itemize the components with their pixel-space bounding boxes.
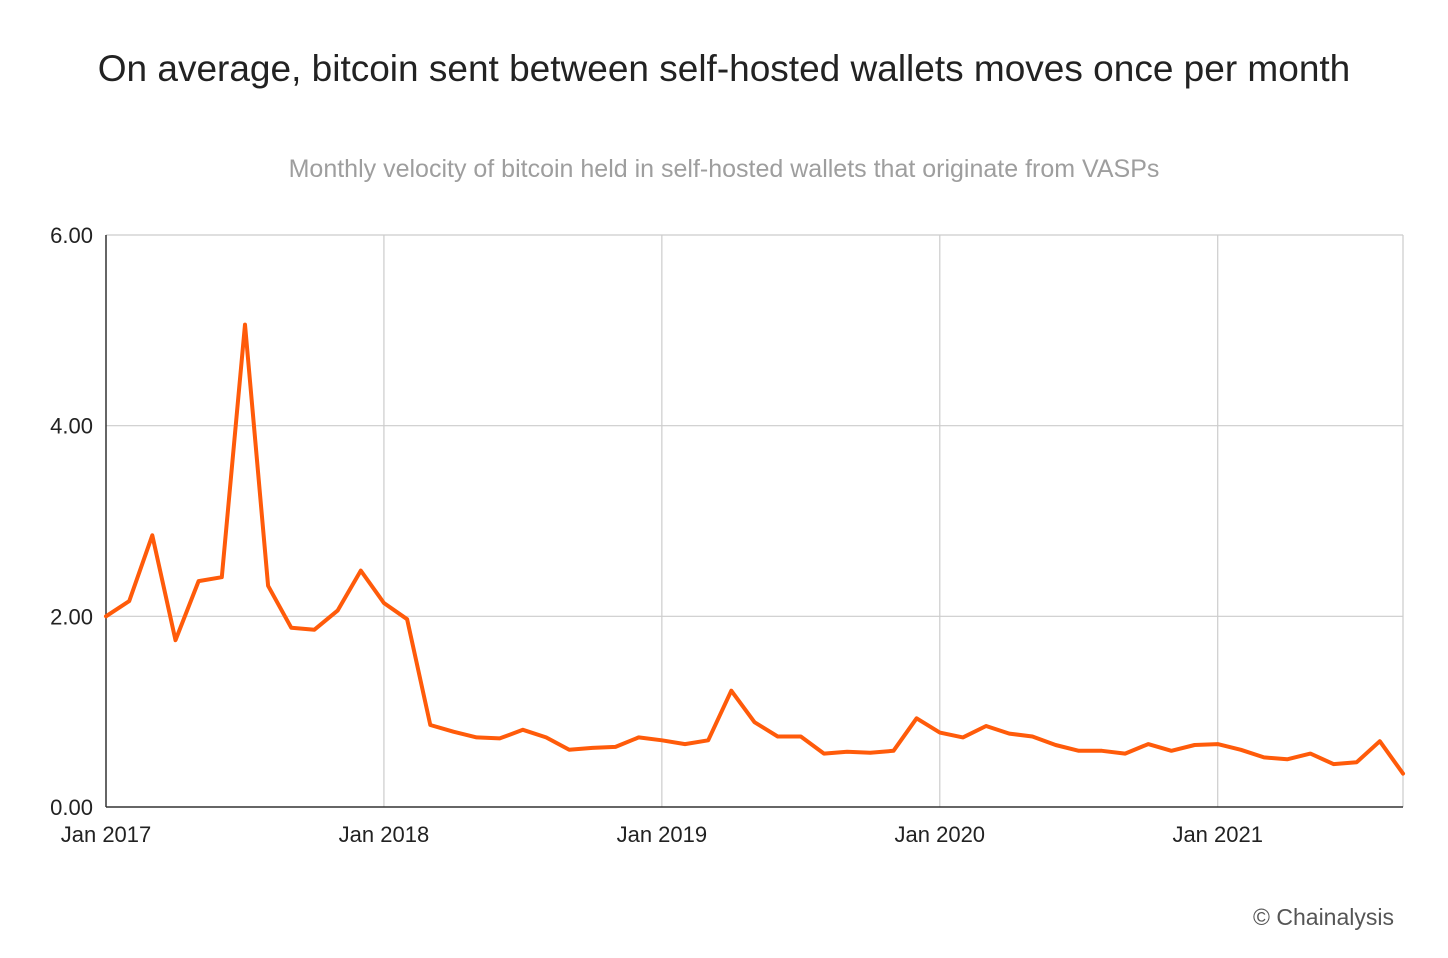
data-point (197, 579, 201, 583)
data-point (243, 323, 247, 327)
y-tick-label: 4.00 (50, 414, 93, 439)
data-point (127, 599, 131, 603)
data-point (776, 735, 780, 738)
data-point (1216, 742, 1220, 746)
data-point (1378, 739, 1382, 743)
data-point (451, 730, 455, 734)
y-tick-label: 6.00 (50, 223, 93, 248)
data-point (637, 735, 641, 739)
data-point (1100, 749, 1104, 753)
data-point (104, 614, 108, 618)
data-point (1030, 735, 1034, 738)
data-point (1193, 743, 1197, 747)
data-point (359, 569, 363, 573)
data-point (706, 738, 710, 742)
data-point (1239, 748, 1243, 752)
series-layer (104, 322, 1405, 776)
y-tick-label: 0.00 (50, 795, 93, 820)
series-line (104, 322, 1405, 776)
data-point (961, 735, 965, 739)
data-point (567, 748, 571, 752)
data-point (428, 723, 432, 727)
x-tick-label: Jan 2018 (339, 822, 430, 847)
data-point (1077, 749, 1081, 753)
data-point (1262, 755, 1266, 759)
data-point (289, 626, 293, 630)
data-point (1308, 752, 1312, 756)
data-point (729, 689, 733, 693)
chainalysis-credit: © Chainalysis (1253, 904, 1394, 930)
tick-labels: 0.00 2.00 4.00 6.00 Jan 2017 Jan 2018 Jan 2019… (50, 223, 1263, 847)
data-point (984, 724, 988, 728)
data-point (498, 736, 502, 740)
data-point (938, 731, 942, 735)
data-point (892, 749, 895, 753)
data-point (336, 609, 340, 613)
data-point (544, 735, 548, 739)
data-point (822, 752, 826, 756)
data-point (683, 742, 687, 746)
chart-title: On average, bitcoin sent between self-ho… (97, 48, 1351, 89)
x-tick-label: Jan 2020 (895, 822, 986, 847)
data-point (220, 575, 224, 579)
data-point (799, 735, 803, 738)
data-point (174, 638, 177, 642)
data-point (521, 728, 525, 732)
data-point (475, 735, 479, 739)
data-point (150, 533, 154, 537)
data-point (1123, 752, 1127, 756)
data-point (1054, 743, 1058, 747)
data-point (1401, 772, 1405, 776)
data-point (312, 628, 316, 632)
data-point (1169, 749, 1173, 753)
axes (105, 235, 1403, 808)
data-point (753, 720, 756, 724)
data-point (1146, 742, 1150, 746)
data-point (1007, 732, 1011, 736)
data-point (405, 617, 409, 621)
x-tick-label: Jan 2019 (617, 822, 708, 847)
data-point (1285, 757, 1289, 761)
data-point (660, 738, 664, 742)
data-point (845, 750, 849, 754)
data-point (915, 716, 919, 720)
data-point (614, 745, 617, 749)
data-point (1332, 762, 1335, 766)
x-tick-label: Jan 2017 (61, 822, 152, 847)
gridlines (106, 234, 1404, 807)
data-point (382, 601, 386, 605)
chart-subtitle: Monthly velocity of bitcoin held in self… (288, 155, 1160, 183)
data-point (266, 584, 270, 588)
data-point (868, 751, 872, 755)
data-point (590, 746, 594, 750)
data-point (1355, 760, 1359, 764)
x-tick-label: Jan 2021 (1172, 822, 1263, 847)
y-tick-label: 2.00 (50, 604, 93, 629)
